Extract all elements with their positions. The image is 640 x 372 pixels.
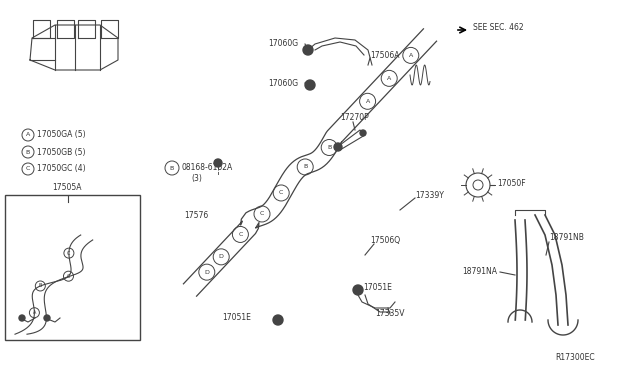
- Text: 17339Y: 17339Y: [415, 190, 444, 199]
- Circle shape: [305, 80, 315, 90]
- Text: A: A: [365, 99, 370, 104]
- Text: C: C: [238, 232, 243, 237]
- Circle shape: [273, 315, 283, 325]
- Text: 17506Q: 17506Q: [370, 235, 400, 244]
- Text: B: B: [327, 145, 332, 150]
- Text: 17051E: 17051E: [222, 312, 251, 321]
- Text: D: D: [219, 254, 223, 259]
- Text: A: A: [387, 76, 391, 81]
- Text: C: C: [67, 251, 70, 256]
- Circle shape: [44, 315, 50, 321]
- Circle shape: [353, 285, 363, 295]
- Text: 18791NA: 18791NA: [462, 267, 497, 276]
- Text: 17060G: 17060G: [268, 39, 298, 48]
- Text: 17050F: 17050F: [497, 179, 525, 187]
- Text: 17060G: 17060G: [268, 78, 298, 87]
- Text: (3): (3): [191, 174, 202, 183]
- Text: 18791NB: 18791NB: [549, 234, 584, 243]
- Text: 17576: 17576: [184, 211, 208, 219]
- Text: 17050GB (5): 17050GB (5): [37, 148, 86, 157]
- Text: C: C: [67, 274, 70, 279]
- Text: 17335V: 17335V: [375, 310, 404, 318]
- Text: 17270P: 17270P: [340, 113, 369, 122]
- Bar: [5, 195, 140, 340]
- Text: 17506A: 17506A: [370, 51, 399, 61]
- Text: C: C: [26, 167, 30, 171]
- Text: C: C: [279, 190, 284, 195]
- Circle shape: [360, 130, 366, 136]
- Text: 17050GA (5): 17050GA (5): [37, 131, 86, 140]
- Text: B: B: [38, 283, 42, 288]
- Text: C: C: [260, 211, 264, 217]
- Text: B: B: [26, 150, 30, 154]
- Text: A: A: [33, 310, 36, 315]
- Circle shape: [214, 159, 222, 167]
- Text: 17050GC (4): 17050GC (4): [37, 164, 86, 173]
- Text: A: A: [409, 53, 413, 58]
- Text: B: B: [170, 166, 174, 170]
- Text: A: A: [26, 132, 30, 138]
- Circle shape: [303, 45, 313, 55]
- Text: 08168-6162A: 08168-6162A: [182, 164, 233, 173]
- Text: SEE SEC. 462: SEE SEC. 462: [473, 23, 524, 32]
- Text: 17051E: 17051E: [363, 282, 392, 292]
- Circle shape: [19, 315, 25, 321]
- Text: 17505A: 17505A: [52, 183, 81, 192]
- Circle shape: [334, 143, 342, 151]
- Text: B: B: [303, 164, 307, 169]
- Text: R17300EC: R17300EC: [555, 353, 595, 362]
- Text: D: D: [204, 270, 209, 275]
